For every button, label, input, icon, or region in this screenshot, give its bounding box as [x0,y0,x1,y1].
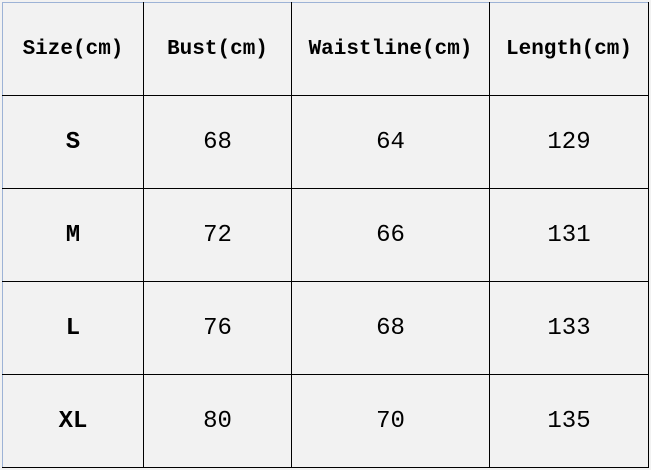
table-row: M 72 66 131 [2,188,649,282]
cell-length: 131 [489,188,649,282]
cell-waistline: 64 [291,95,490,189]
cell-length: 133 [489,281,649,375]
cell-waistline: 66 [291,188,490,282]
header-row: Size(cm) Bust(cm) Waistline(cm) Length(c… [2,2,649,96]
cell-length: 135 [489,374,649,468]
header-bust: Bust(cm) [143,2,292,96]
cell-size: L [2,281,144,375]
cell-waistline: 68 [291,281,490,375]
header-length: Length(cm) [489,2,649,96]
cell-bust: 72 [143,188,292,282]
header-size: Size(cm) [2,2,144,96]
cell-bust: 76 [143,281,292,375]
cell-length: 129 [489,95,649,189]
table-row: L 76 68 133 [2,281,649,375]
cell-bust: 68 [143,95,292,189]
table-row: S 68 64 129 [2,95,649,189]
cell-bust: 80 [143,374,292,468]
cell-size: S [2,95,144,189]
table-row: XL 80 70 135 [2,374,649,468]
cell-waistline: 70 [291,374,490,468]
header-waistline: Waistline(cm) [291,2,490,96]
cell-size: XL [2,374,144,468]
cell-size: M [2,188,144,282]
